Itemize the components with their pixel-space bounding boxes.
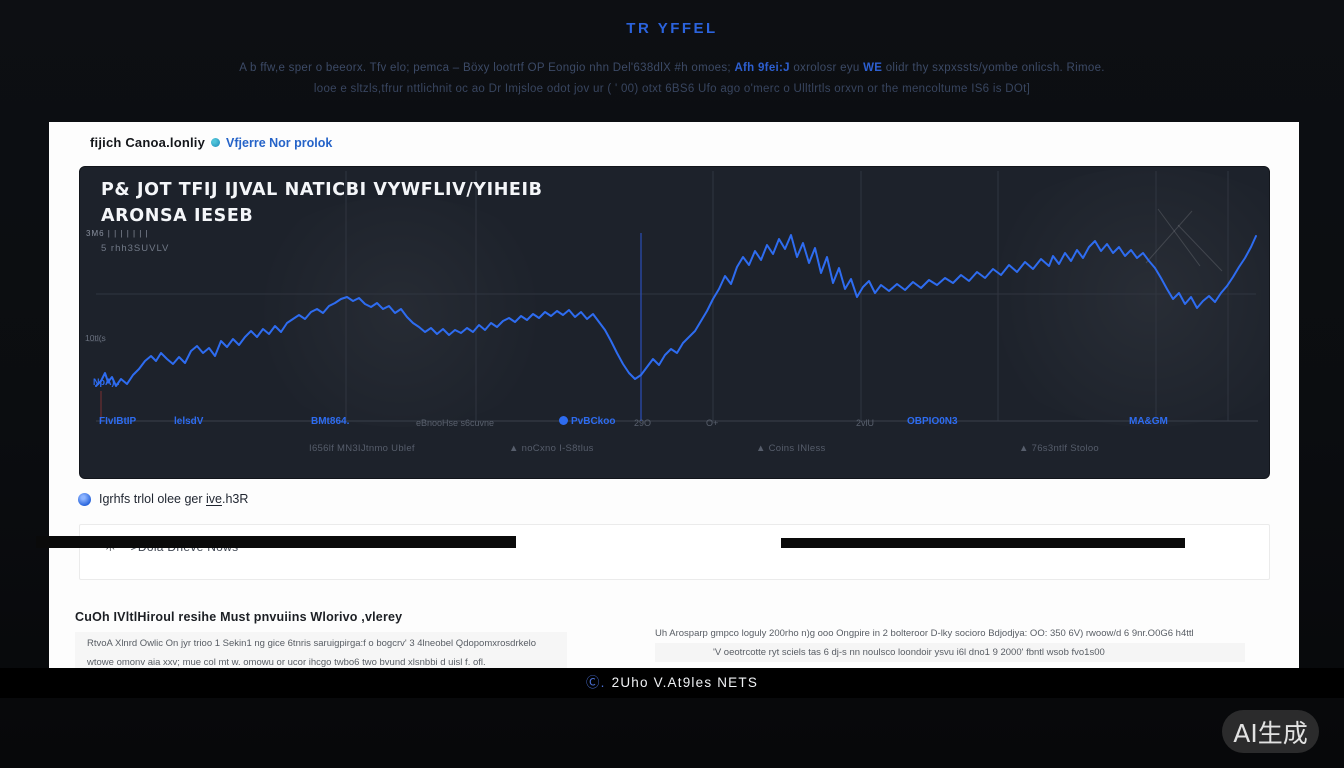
- x-axis-label: O+: [706, 418, 719, 428]
- chart-sub-label: 5 rhh3SUVLV: [101, 243, 170, 254]
- decorative-sketch: [1145, 208, 1223, 272]
- y-axis-label: 10tl(s: [85, 333, 106, 343]
- main-card: fijich Canoa.lonliy Vfjerre Nor prolok: [49, 122, 1299, 674]
- below-link-text: Igrhfs trlol olee ger ive.h3R: [99, 492, 249, 506]
- coin-icon: [559, 416, 568, 425]
- intro-link-1[interactable]: Afh 9fei:J: [734, 62, 790, 74]
- chart-title: P& JOT TFIJ IJVAL NATICBI VYWFLIV/YIHEIB…: [101, 177, 543, 229]
- intro-text-3: olidr thy sxpxssts/yombe onlicsh. Rimoe.: [882, 62, 1105, 74]
- x-axis-label[interactable]: lelsdV: [174, 416, 204, 427]
- ruler-label: 3M6 | | | | | | |: [86, 229, 149, 238]
- left-column: CuOh IVltlHiroul resihe Must pnvuiins Wl…: [75, 610, 567, 674]
- right-column-line2: 'V oeotrcotte ryt sciels tas 6 dj-s nn n…: [655, 643, 1245, 662]
- card-header: fijich Canoa.lonliy Vfjerre Nor prolok: [90, 135, 332, 150]
- left-column-line2: wtowe omonv aia xxv; mue col mt w. omowu…: [87, 657, 486, 668]
- left-column-line1: RtvoA Xlnrd Owlic On jyr trioo 1 Sekin1 …: [87, 638, 537, 649]
- left-column-body: RtvoA Xlnrd Owlic On jyr trioo 1 Sekin1 …: [75, 632, 567, 674]
- x-axis-label: 2vlU: [856, 418, 875, 428]
- x-axis-label[interactable]: FIvIBtIP: [99, 416, 137, 427]
- x-axis-label[interactable]: BMt864.: [311, 416, 350, 427]
- site-logo-icon: [78, 492, 91, 506]
- chart-footer-label: ▲ noCxno I-S8tlus: [509, 443, 594, 454]
- price-line: [95, 234, 1257, 387]
- intro-paragraph: A b ffw,e sper o beeorx. Tfv elo; pemca …: [0, 62, 1344, 95]
- redacted-bar-right: [781, 538, 1185, 548]
- x-axis-label[interactable]: PvBCkoo: [559, 416, 615, 427]
- left-column-heading: CuOh IVltlHiroul resihe Must pnvuiins Wl…: [75, 610, 403, 624]
- intro-text-1: A b ffw,e sper o beeorx. Tfv elo; pemca …: [239, 62, 735, 74]
- intro-text-2: oxrolosr eyu: [789, 62, 864, 74]
- page-title: TR YFFEL: [626, 20, 718, 37]
- news-box: ✳ >Dolä Dheve Nows: [79, 524, 1270, 580]
- chart-footer-labels: I656lf MN3IJtnmo Ublef ▲ noCxno I-S8tlus ▲…: [80, 443, 1269, 457]
- chart-title-line2: ARONSA IESEB: [101, 206, 254, 226]
- chart-panel: P& JOT TFIJ IJVAL NATICBI VYWFLIV/YIHEIB…: [79, 166, 1270, 479]
- chart-grid: [88, 171, 1256, 421]
- intro-link-2[interactable]: WE: [863, 62, 883, 74]
- footer-text: Ⓒ. 2Uho V.At9les NETS: [585, 675, 759, 690]
- right-column: Uh Arosparp gmpco loguly 200rho n)g ooo …: [655, 624, 1245, 662]
- x-axis-label: 29O: [634, 418, 652, 428]
- copyright-icon: Ⓒ.: [585, 675, 606, 690]
- x-axis-label: eBnooHse s6cuvne: [416, 418, 495, 428]
- chart-footer-label: ▲ Coins INless: [756, 443, 826, 454]
- price-chart: [88, 171, 1258, 422]
- chart-x-labels: FIvIBtIP lelsdV BMt864. eBnooHse s6cuvne PvB…: [80, 416, 1269, 430]
- chart-footer-label: I656lf MN3IJtnmo Ublef: [309, 443, 415, 454]
- chart-title-line1: P& JOT TFIJ IJVAL NATICBI VYWFLIV/YIHEIB: [101, 180, 543, 200]
- card-header-link[interactable]: Vfjerre Nor prolok: [226, 135, 333, 150]
- intro-text-line2: looe e sltzls,tfrur nttlichnit oc ao Dr …: [313, 83, 1031, 95]
- chart-corner-label: NpA)..: [93, 377, 120, 387]
- status-dot-icon: [211, 138, 221, 147]
- below-chart-link[interactable]: Igrhfs trlol olee ger ive.h3R: [78, 492, 248, 506]
- chart-footer-label: ▲ 76s3ntlf Stoloo: [1019, 443, 1099, 454]
- card-title: fijich Canoa.lonliy: [90, 135, 206, 150]
- x-axis-label[interactable]: OBPIO0N3: [907, 416, 958, 427]
- ai-watermark-badge: AI生成: [1222, 710, 1319, 753]
- x-axis-label[interactable]: MA&GM: [1129, 416, 1168, 427]
- right-column-line1: Uh Arosparp gmpco loguly 200rho n)g ooo …: [655, 628, 1194, 639]
- redacted-bar-left: [36, 536, 516, 548]
- footer-band: Ⓒ. 2Uho V.At9les NETS: [0, 668, 1344, 698]
